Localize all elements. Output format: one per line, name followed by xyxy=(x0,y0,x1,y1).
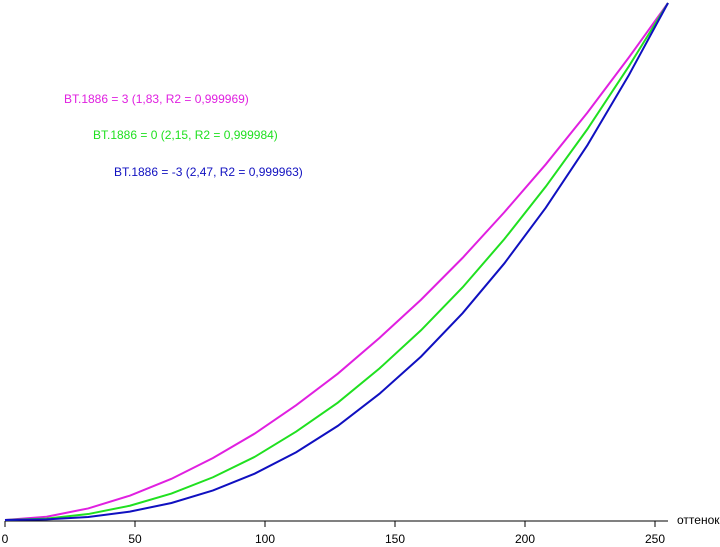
x-tick-label: 250 xyxy=(645,532,665,546)
series-label: BT.1886 = -3 (2,47, R2 = 0,999963) xyxy=(114,165,303,179)
x-axis-label: оттенок xyxy=(677,513,720,527)
series-label: BT.1886 = 0 (2,15, R2 = 0,999984) xyxy=(93,128,278,142)
series-line xyxy=(4,2,669,521)
series-line xyxy=(4,2,669,521)
x-tick-label: 150 xyxy=(385,532,405,546)
x-tick-label: 0 xyxy=(2,532,9,546)
x-tick-label: 200 xyxy=(515,532,535,546)
x-tick-label: 50 xyxy=(128,532,142,546)
x-tick-label: 100 xyxy=(255,532,275,546)
series-line xyxy=(4,2,669,521)
series-label: BT.1886 = 3 (1,83, R2 = 0,999969) xyxy=(64,92,249,106)
